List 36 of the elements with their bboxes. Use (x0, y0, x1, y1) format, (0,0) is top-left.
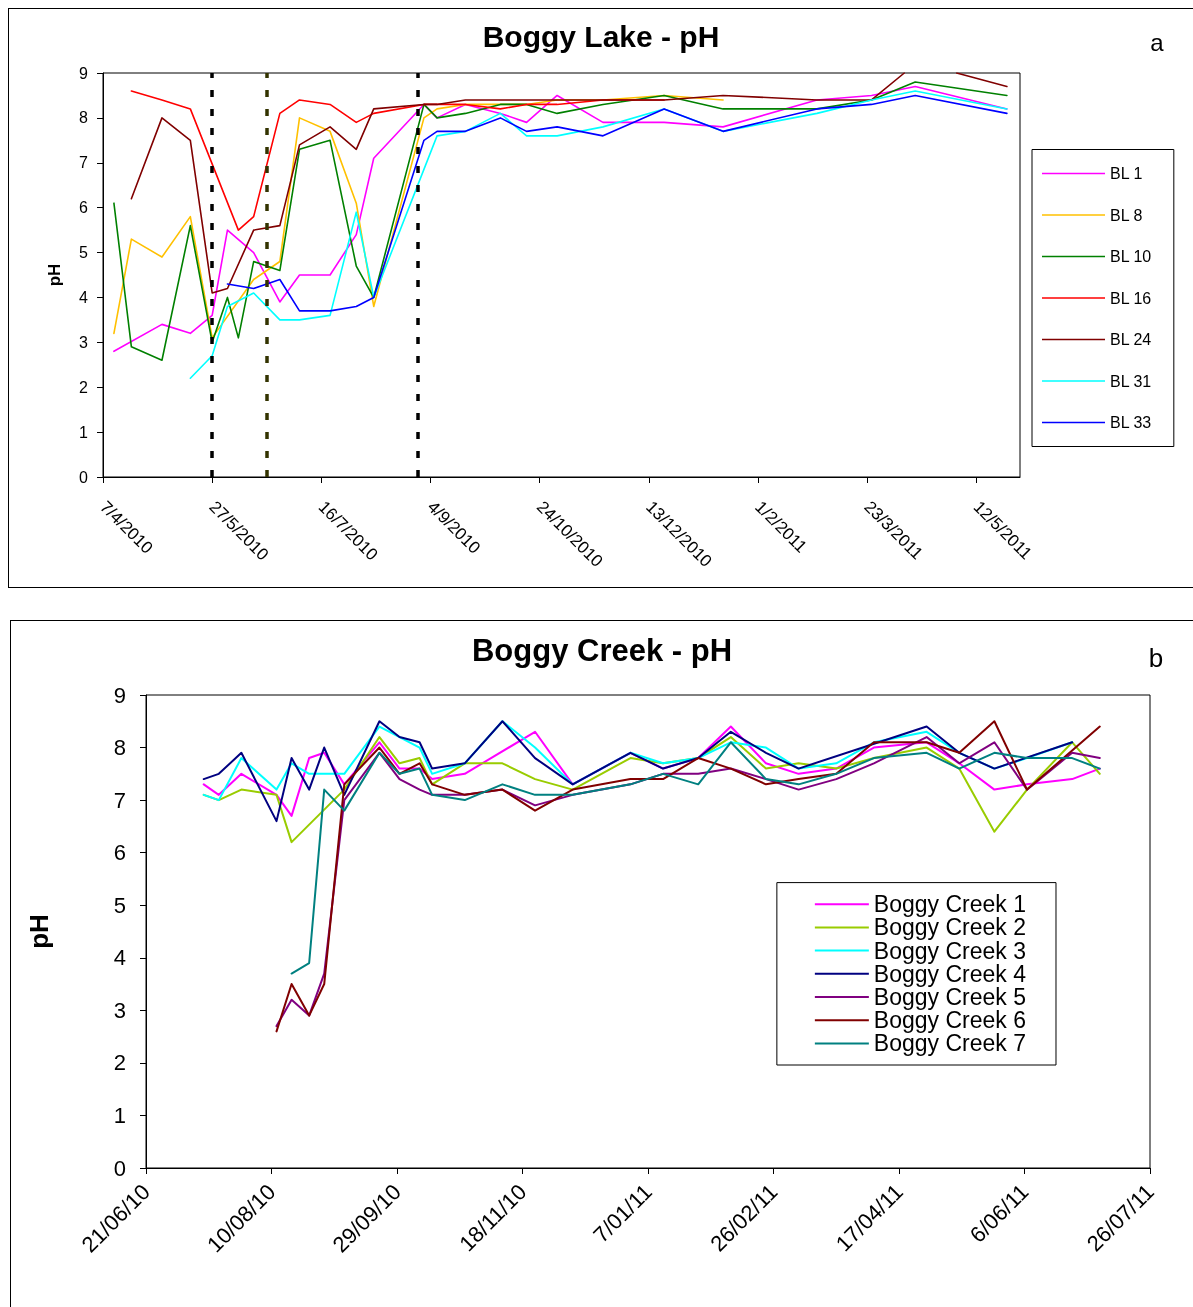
line-series (226, 94, 1008, 312)
y-tick-label: 7 (113, 787, 126, 813)
y-axis-title: pH (24, 914, 54, 949)
y-tick-label: 8 (79, 109, 89, 127)
chart-title: Boggy Lake - pH (482, 19, 720, 53)
line-series (189, 90, 1008, 380)
y-tick-label: 7 (79, 154, 89, 172)
legend-label: BL 31 (1110, 372, 1152, 390)
y-tick-label: 9 (113, 682, 126, 708)
legend-label: BL 24 (1110, 331, 1152, 348)
y-tick-label: 3 (79, 333, 89, 351)
y-tick-label: 1 (79, 423, 89, 441)
y-tick-label: 8 (113, 735, 126, 761)
y-axis-title: pH (45, 263, 64, 287)
text: b (1148, 643, 1164, 673)
y-tick-label: 4 (113, 945, 126, 971)
y-tick-label: 0 (79, 468, 89, 486)
y-tick-label: 0 (113, 1155, 126, 1181)
legend-label: BL 8 (1110, 206, 1143, 224)
y-tick-label: 2 (113, 1050, 126, 1076)
chart-title: Boggy Creek - pH (471, 633, 733, 668)
legend-label: BL 1 (1110, 165, 1143, 182)
legend-label: BL 33 (1110, 414, 1152, 431)
y-tick-label: 6 (113, 840, 126, 866)
y-tick-label: 1 (113, 1102, 126, 1128)
y-tick-label: 6 (79, 199, 89, 217)
y-tick-label: 2 (79, 378, 89, 396)
legend-label: BL 10 (1110, 248, 1152, 265)
y-tick-label: 4 (79, 288, 89, 306)
line-series (113, 94, 724, 339)
legend-label: BL 16 (1110, 289, 1152, 307)
y-tick-label: 5 (79, 244, 89, 262)
text: a (1150, 28, 1165, 56)
y-tick-label: 5 (113, 892, 126, 918)
y-tick-label: 9 (79, 64, 89, 82)
y-tick-label: 3 (113, 997, 126, 1023)
